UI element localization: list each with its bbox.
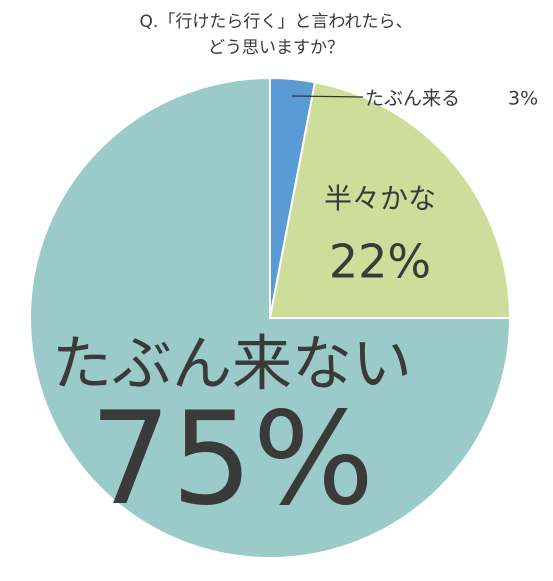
slice-label: 半々かな xyxy=(324,182,436,215)
chart-title: どう思いますか？ xyxy=(208,38,344,58)
slice-label: たぶん来ない xyxy=(52,330,412,400)
value-label: 75% xyxy=(90,385,375,534)
pie-slice xyxy=(29,76,512,559)
pie-slice xyxy=(268,81,512,319)
slice-label: たぶん来る xyxy=(365,88,460,110)
value-label: 22% xyxy=(329,235,431,289)
value-label: 3% xyxy=(508,88,538,110)
leader-line xyxy=(291,95,364,98)
chart-title: Q.「行けたら行く」と言われたら、 xyxy=(140,12,413,32)
